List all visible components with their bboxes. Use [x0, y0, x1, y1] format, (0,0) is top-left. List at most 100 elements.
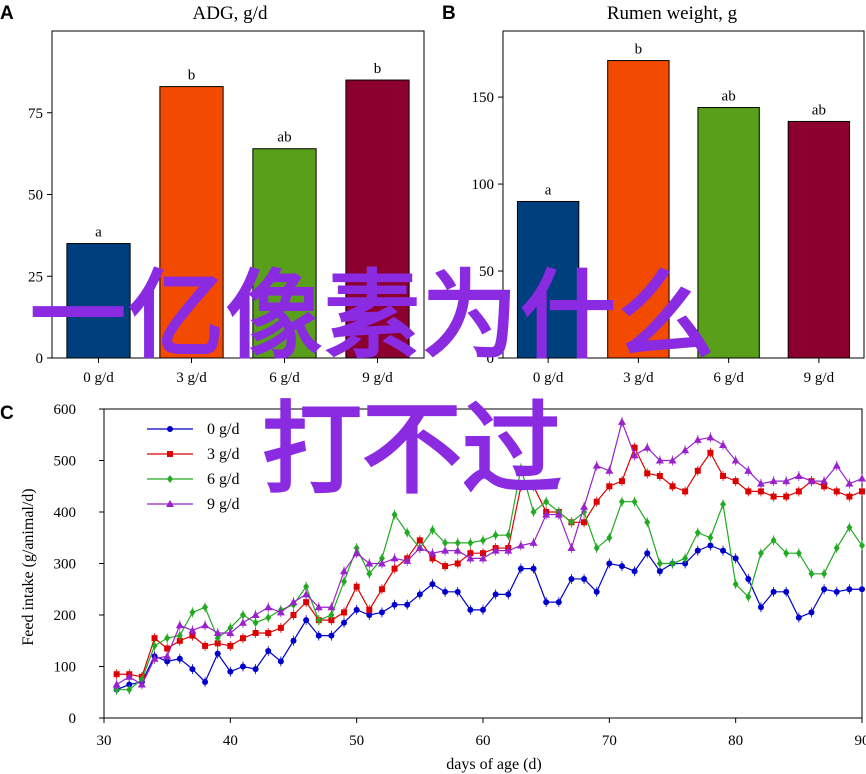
panel-c-point — [605, 466, 614, 474]
panel-c-point — [567, 544, 576, 552]
panel-c-point — [846, 493, 853, 500]
panel-c-point — [517, 464, 524, 473]
panel-c-point — [795, 549, 802, 558]
panel-c-point — [328, 611, 335, 619]
panel-a-xtick-label: 3 g/d — [176, 370, 207, 386]
panel-c-point — [744, 466, 753, 474]
panel-c-point — [214, 634, 221, 643]
panel-c-xtick-label: 50 — [349, 733, 364, 749]
panel-c-point — [770, 493, 777, 500]
panel-c-point — [644, 550, 651, 557]
panel-c-point — [858, 474, 866, 482]
panel-c-point — [353, 606, 360, 613]
panel-c-point — [264, 603, 273, 611]
panel-c-point — [290, 637, 297, 644]
panel-c-point — [492, 591, 499, 598]
panel-b-xtick-label: 3 g/d — [623, 370, 654, 386]
panel-c-point — [783, 493, 790, 500]
panel-c-point — [720, 547, 727, 554]
panel-c-point — [543, 497, 550, 506]
panel-c-point — [555, 599, 562, 606]
panel-c-point — [543, 599, 550, 606]
panel-c-point — [151, 635, 158, 642]
panel-c-point — [239, 663, 246, 670]
panel-c-legend-marker — [167, 475, 173, 483]
panel-c-xtick-label: 70 — [602, 733, 617, 749]
panel-c-point — [505, 591, 512, 598]
panel-c-point — [859, 488, 865, 495]
panel-c-point — [859, 586, 865, 593]
panel-c-point — [404, 528, 411, 537]
panel-b-bar — [697, 107, 760, 359]
panel-c-point — [720, 472, 727, 479]
panel-c-point — [516, 541, 525, 549]
panel-c-point — [694, 528, 701, 537]
panel-c-point — [643, 443, 652, 451]
panel-c-point — [391, 510, 398, 519]
panel-b-bar-letter: a — [545, 182, 552, 198]
panel-c-point — [202, 603, 209, 612]
panel-c-point — [783, 549, 790, 558]
panel-c-point — [378, 586, 385, 593]
panel-b-title: Rumen weight, g — [607, 3, 738, 24]
panel-c-point — [151, 641, 158, 650]
panel-c-point — [593, 498, 600, 505]
panel-c-point — [530, 508, 537, 516]
panel-c-point — [681, 446, 690, 454]
panel-c-point — [492, 531, 499, 540]
panel-b-xtick-label: 6 g/d — [713, 370, 744, 386]
panel-c-point — [756, 479, 765, 487]
panel-c-point — [150, 654, 159, 662]
panel-c-point — [454, 588, 461, 595]
panel-c-point — [669, 559, 676, 568]
panel-c-point — [731, 456, 740, 464]
panel-a-ytick-label: 50 — [28, 188, 43, 204]
panel-c-point — [415, 544, 424, 552]
panel-a-bar — [252, 148, 317, 359]
panel-a-ytick-label: 75 — [28, 106, 43, 122]
panel-c-xtick-label: 90 — [855, 733, 866, 749]
panel-c-point — [618, 497, 625, 506]
panel-c-ytick-label: 200 — [54, 608, 77, 624]
panel-c-point — [328, 632, 335, 639]
panel-c-xtick-label: 30 — [97, 733, 112, 749]
panel-c-point — [630, 451, 639, 459]
panel-c-point — [175, 621, 184, 629]
panel-c-point — [617, 417, 626, 425]
panel-c-point — [732, 555, 739, 562]
panel-c-point — [366, 606, 373, 613]
panel-a-ytick-label: 0 — [36, 351, 44, 367]
panel-a-bar-letter: ab — [277, 130, 291, 146]
panel-c-point — [327, 603, 336, 611]
panel-c-point — [252, 618, 259, 627]
panel-c-point — [341, 577, 348, 586]
panel-c-point — [859, 541, 865, 550]
panel-c-point — [416, 537, 423, 544]
panel-c-point — [832, 461, 841, 469]
panel-c-point — [442, 563, 449, 570]
panel-c-legend-label: 9 g/d — [207, 496, 239, 513]
panel-c-point — [821, 569, 828, 578]
panel-c-point — [794, 471, 803, 479]
panel-c-point — [593, 544, 600, 553]
panel-b: B Rumen weight, g 0 50 100 150 a 0 g/d b 3 g/d a… — [442, 3, 865, 386]
panel-c-point — [416, 591, 423, 598]
panel-a-bar-letter: a — [95, 225, 102, 241]
panel-c-point — [618, 563, 625, 570]
panel-b-ytick-label: 0 — [487, 351, 495, 367]
panel-c-point — [694, 467, 701, 474]
panel-c-point — [833, 544, 840, 553]
panel-c-point — [303, 617, 310, 624]
panel-c-point — [252, 666, 259, 673]
panel-c-point — [303, 582, 310, 591]
panel-c-point — [795, 488, 802, 495]
panel-c-point — [176, 655, 183, 662]
panel-c-point — [769, 477, 778, 485]
panel-c-point — [606, 533, 613, 542]
panel-c-ytick-label: 600 — [54, 402, 77, 418]
panel-b-ytick-label: 150 — [472, 90, 495, 106]
panel-c-point — [846, 523, 853, 532]
panel-c-point — [745, 592, 752, 601]
panel-c-point — [656, 472, 663, 479]
